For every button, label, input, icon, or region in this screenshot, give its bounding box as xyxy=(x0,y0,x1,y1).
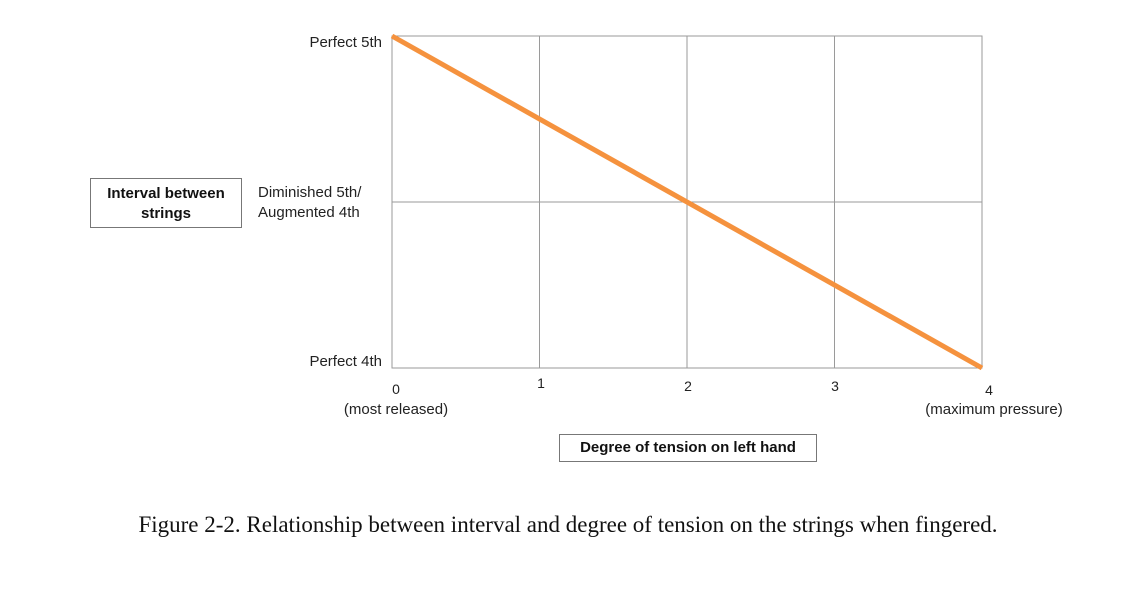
x-tick-sublabel-0: (most released) xyxy=(343,401,449,418)
y-tick-label-perfect-4th: Perfect 4th xyxy=(309,353,382,370)
y-axis-label: Interval between strings xyxy=(90,178,242,228)
x-tick-label-3: 3 xyxy=(831,378,839,394)
x-tick-label-0: 0 xyxy=(392,381,400,397)
y-tick-label-line-1: Diminished 5th/ xyxy=(258,184,362,201)
x-tick-sublabel-4: (maximum pressure) xyxy=(925,401,1063,418)
x-tick-label-4: 4 xyxy=(985,382,993,398)
figure-caption: Figure 2-2. Relationship between interva… xyxy=(138,512,998,537)
y-axis-label-line-2: strings xyxy=(140,205,191,222)
y-tick-label-perfect-5th: Perfect 5th xyxy=(309,34,382,51)
y-tick-label-line-2: Augmented 4th xyxy=(258,204,360,221)
x-tick-label-2: 2 xyxy=(684,378,692,394)
x-axis-label: Degree of tension on left hand xyxy=(559,434,817,462)
x-tick-label-1: 1 xyxy=(537,375,545,391)
y-axis-label-line-1: Interval between xyxy=(107,185,225,202)
y-tick-label-diminished-5th: Diminished 5th/ Augmented 4th xyxy=(258,183,361,223)
series-line-0 xyxy=(390,33,984,371)
